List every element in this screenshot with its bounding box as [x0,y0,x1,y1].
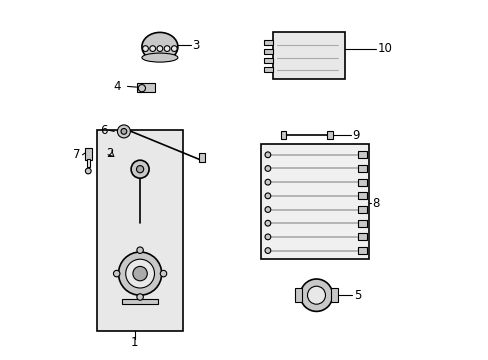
Circle shape [133,266,147,281]
Bar [280,131,285,139]
Bar [85,148,91,160]
Circle shape [171,46,177,51]
Ellipse shape [142,53,178,62]
Circle shape [264,207,270,212]
Bar [294,288,302,302]
Circle shape [136,166,143,173]
Bar [264,67,273,72]
Circle shape [160,270,166,277]
Text: 3: 3 [192,39,199,51]
Bar [264,49,273,54]
Bar [357,192,366,199]
Text: 10: 10 [377,42,392,55]
Ellipse shape [142,32,178,61]
Text: 2: 2 [105,147,113,159]
Circle shape [85,168,91,174]
Bar [330,288,337,302]
Circle shape [164,46,170,51]
Bar [273,32,345,79]
Circle shape [264,220,270,226]
Circle shape [264,152,270,158]
Circle shape [264,193,270,199]
Text: 5: 5 [354,289,361,302]
Text: 8: 8 [371,197,379,210]
Circle shape [137,247,143,253]
Bar [326,131,332,139]
Bar [87,159,89,167]
Circle shape [264,248,270,253]
Bar [357,179,366,186]
Text: 6: 6 [100,124,107,137]
Bar [264,58,273,63]
Text: 1: 1 [131,336,138,349]
Circle shape [264,166,270,171]
Bar [260,144,368,259]
Circle shape [113,270,120,277]
Circle shape [138,85,145,92]
Circle shape [149,46,155,51]
Circle shape [137,294,143,300]
Text: 7: 7 [73,148,81,161]
Circle shape [307,286,325,304]
Circle shape [131,160,149,178]
Bar [122,299,158,304]
Circle shape [264,179,270,185]
Bar [357,220,366,227]
Circle shape [157,46,163,51]
Bar [357,206,366,213]
Circle shape [300,279,332,311]
Bar [357,247,366,254]
Bar [264,40,273,45]
Circle shape [121,129,126,134]
Circle shape [125,259,154,288]
Bar [97,130,183,331]
Text: 4: 4 [113,80,121,93]
Circle shape [142,46,148,51]
Circle shape [264,234,270,240]
Bar [199,153,204,162]
Bar [357,233,366,240]
Bar [357,165,366,172]
Bar [136,83,154,92]
Text: 9: 9 [352,129,359,141]
Circle shape [117,125,130,138]
Circle shape [118,252,162,295]
Bar [357,151,366,158]
